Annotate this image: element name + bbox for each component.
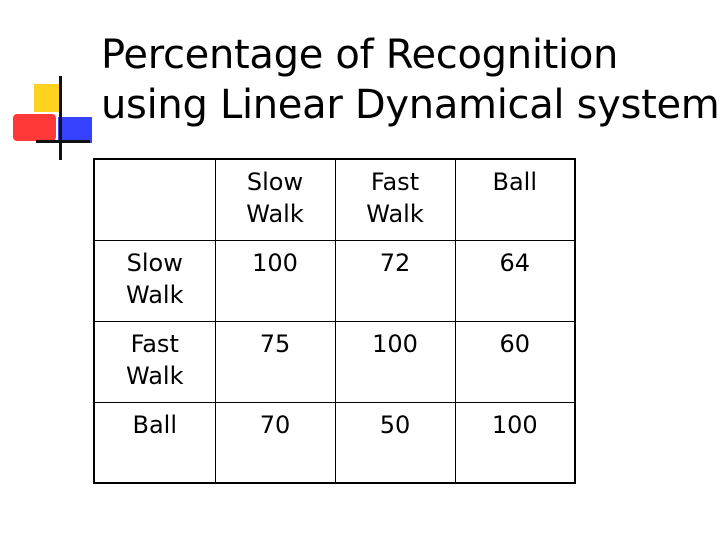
- yellow-square-icon: [34, 84, 62, 112]
- table-cell: 100: [334, 320, 456, 403]
- row-header-text: Walk: [126, 280, 184, 309]
- row-header-ball: Ball: [93, 401, 216, 484]
- red-square-icon: [13, 114, 56, 141]
- logo-vertical-line: [59, 76, 62, 160]
- table-row-slow-walk: Slow Walk 100 72 64: [93, 239, 576, 322]
- row-header-text: Slow: [126, 248, 183, 277]
- table-cell: 100: [214, 239, 336, 322]
- table-cell: 60: [454, 320, 576, 403]
- column-header-slow-walk: Slow Walk: [214, 158, 336, 241]
- table-cell: 64: [454, 239, 576, 322]
- logo-horizontal-line: [36, 140, 90, 143]
- column-header-ball: Ball: [454, 158, 576, 241]
- row-header-fast-walk: Fast Walk: [93, 320, 216, 403]
- table-cell: 70: [214, 401, 336, 484]
- table-cell: 72: [334, 239, 456, 322]
- slide-logo: [0, 0, 110, 170]
- table-cell: 50: [334, 401, 456, 484]
- header-row: Slow Walk Fast Walk Ball: [93, 158, 576, 241]
- row-header-text: Walk: [126, 361, 184, 390]
- slide-title: Percentage of Recognition using Linear D…: [101, 30, 720, 130]
- recognition-matrix: Slow Walk Fast Walk Ball Slow Walk 100 7…: [93, 158, 576, 484]
- table-row-ball: Ball 70 50 100: [93, 401, 576, 484]
- row-header-text: Ball: [132, 410, 177, 439]
- column-header-text: Fast: [370, 168, 420, 196]
- row-header-slow-walk: Slow Walk: [93, 239, 216, 322]
- title-line-1: Percentage of Recognition: [101, 32, 619, 78]
- table-cell: 75: [214, 320, 336, 403]
- column-header-text: Ball: [492, 168, 537, 196]
- column-header-fast-walk: Fast Walk: [334, 158, 456, 241]
- title-line-2: using Linear Dynamical system: [101, 82, 720, 128]
- column-header-text: Walk: [246, 200, 304, 228]
- corner-cell: [93, 158, 216, 241]
- table-row-fast-walk: Fast Walk 75 100 60: [93, 320, 576, 403]
- column-header-text: Slow: [246, 168, 304, 196]
- table-cell: 100: [454, 401, 576, 484]
- column-header-text: Walk: [366, 200, 424, 228]
- row-header-text: Fast: [130, 329, 179, 358]
- blue-square-icon: [58, 117, 92, 143]
